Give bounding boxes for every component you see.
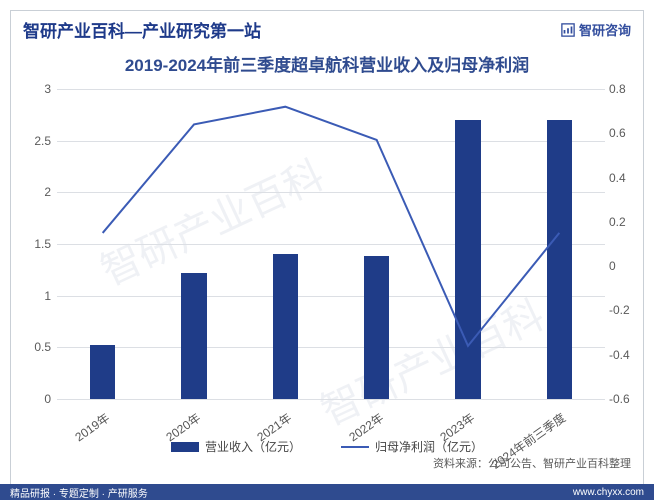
legend-swatch-bar bbox=[171, 442, 199, 452]
x-axis-labels: 2019年2020年2021年2022年2023年2024年前三季度 bbox=[57, 403, 605, 443]
chart-title: 2019-2024年前三季度超卓航科营业收入及归母净利润 bbox=[11, 51, 643, 76]
y-right-tick-label: -0.2 bbox=[609, 303, 639, 317]
line-layer bbox=[57, 89, 605, 399]
brand-text: 智研咨询 bbox=[579, 20, 631, 39]
y-left-tick-label: 0.5 bbox=[25, 340, 51, 354]
footer-left: 精品研报 · 专题定制 · 产研服务 bbox=[10, 485, 148, 500]
gridline bbox=[57, 399, 605, 400]
y-right-tick-label: 0.8 bbox=[609, 82, 639, 96]
header: 智研产业百科—产业研究第一站 智研咨询 bbox=[23, 17, 631, 42]
chart-container: 智研产业百科—产业研究第一站 智研咨询 2019-2024年前三季度超卓航科营业… bbox=[10, 10, 644, 490]
brand-badge: 智研咨询 bbox=[561, 20, 631, 39]
y-left-tick-label: 1 bbox=[25, 289, 51, 303]
y-right-tick-label: 0.4 bbox=[609, 171, 639, 185]
legend-line-label: 归母净利润（亿元） bbox=[375, 438, 483, 455]
footer-right: www.chyxx.com bbox=[573, 487, 644, 498]
legend-bar-label: 营业收入（亿元） bbox=[205, 438, 301, 455]
y-right-tick-label: 0 bbox=[609, 259, 639, 273]
source-text: 资料来源：公司公告、智研产业百科整理 bbox=[433, 455, 631, 471]
legend-item-line: 归母净利润（亿元） bbox=[341, 438, 483, 455]
y-left-tick-label: 0 bbox=[25, 392, 51, 406]
y-right-tick-label: -0.6 bbox=[609, 392, 639, 406]
site-title: 智研产业百科—产业研究第一站 bbox=[23, 17, 261, 42]
line-path bbox=[103, 107, 560, 346]
y-right-tick-label: 0.2 bbox=[609, 215, 639, 229]
y-left-tick-label: 2.5 bbox=[25, 134, 51, 148]
y-right-tick-label: -0.4 bbox=[609, 348, 639, 362]
y-left-tick-label: 1.5 bbox=[25, 237, 51, 251]
plot-area: 00.511.522.53-0.6-0.4-0.200.20.40.60.8 bbox=[57, 89, 605, 399]
legend-item-bar: 营业收入（亿元） bbox=[171, 438, 301, 455]
y-left-tick-label: 3 bbox=[25, 82, 51, 96]
legend-swatch-line bbox=[341, 446, 369, 448]
brand-icon bbox=[561, 23, 575, 37]
legend: 营业收入（亿元） 归母净利润（亿元） bbox=[11, 438, 643, 455]
y-left-tick-label: 2 bbox=[25, 185, 51, 199]
y-right-tick-label: 0.6 bbox=[609, 126, 639, 140]
footer: 精品研报 · 专题定制 · 产研服务 www.chyxx.com bbox=[0, 484, 654, 500]
